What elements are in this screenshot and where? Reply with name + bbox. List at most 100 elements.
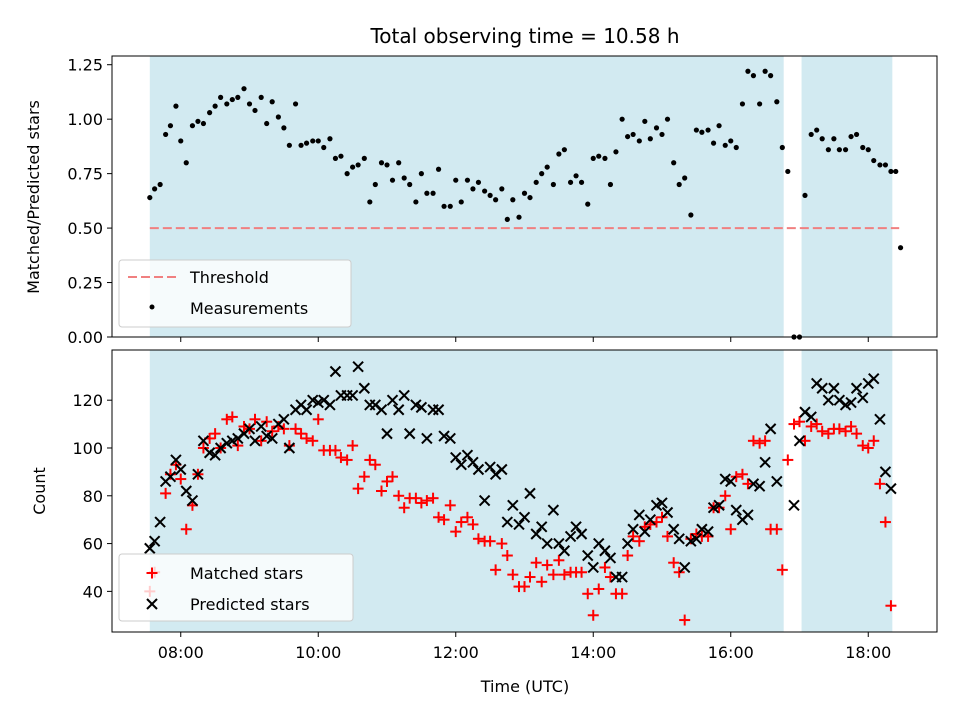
bottom-legend: Matched stars Predicted stars bbox=[118, 553, 354, 622]
measurement-point bbox=[774, 99, 780, 105]
measurement-point bbox=[768, 73, 774, 79]
predicted-star-point bbox=[329, 365, 342, 378]
matched-star-point bbox=[278, 423, 290, 435]
measurement-point bbox=[808, 131, 814, 138]
matched-star-point bbox=[558, 569, 570, 581]
predicted-star-point bbox=[633, 509, 646, 521]
predicted-stars-points bbox=[144, 361, 897, 583]
predicted-star-point bbox=[249, 435, 261, 447]
predicted-star-point bbox=[725, 475, 737, 488]
top-y-axis-label: Matched/Predicted stars bbox=[24, 100, 43, 294]
measurement-point bbox=[310, 138, 316, 144]
predicted-star-point bbox=[197, 435, 210, 447]
bottom-panel: 40 60 80 100 120 08:00 10:00 12:00 14:00 16:00 18… bbox=[30, 349, 938, 696]
measurement-point bbox=[384, 162, 390, 168]
predicted-star-point bbox=[461, 449, 474, 461]
matched-star-point bbox=[868, 435, 880, 447]
measurement-point bbox=[493, 197, 499, 203]
predicted-star-point bbox=[616, 571, 628, 583]
y-tick-label: 60 bbox=[83, 535, 103, 554]
measurement-point bbox=[585, 201, 591, 207]
predicted-star-point bbox=[484, 461, 496, 473]
predicted-star-point bbox=[753, 480, 766, 492]
matched-star-point bbox=[433, 511, 445, 523]
matched-star-point bbox=[341, 454, 353, 466]
predicted-star-point bbox=[154, 516, 166, 528]
matched-star-point bbox=[679, 614, 691, 626]
measurement-point bbox=[447, 203, 453, 209]
predicted-star-point bbox=[582, 549, 594, 562]
matched-star-point bbox=[410, 492, 422, 504]
legend-threshold-label: Threshold bbox=[189, 268, 269, 287]
y-tick-label: 40 bbox=[83, 582, 103, 601]
measurement-point bbox=[424, 190, 430, 196]
measurement-point bbox=[590, 155, 596, 161]
measurement-point bbox=[779, 144, 785, 151]
measurement-point bbox=[173, 103, 179, 109]
predicted-star-point bbox=[850, 382, 863, 394]
measurement-point bbox=[281, 125, 287, 131]
measurement-point bbox=[275, 114, 281, 120]
matched-star-point bbox=[472, 533, 484, 545]
matched-star-point bbox=[633, 535, 645, 547]
measurement-point bbox=[533, 179, 539, 185]
matched-star-point bbox=[851, 428, 863, 440]
matched-star-point bbox=[879, 516, 891, 528]
measurement-point bbox=[573, 173, 579, 179]
matched-star-point bbox=[771, 523, 783, 535]
measurement-point bbox=[602, 155, 608, 161]
measurement-point bbox=[355, 162, 361, 168]
measurement-point bbox=[814, 127, 820, 133]
measurement-point bbox=[178, 138, 184, 144]
matched-star-point bbox=[840, 425, 852, 437]
predicted-star-point bbox=[438, 430, 450, 442]
measurement-point bbox=[865, 147, 871, 153]
measurement-point bbox=[544, 164, 550, 170]
predicted-star-point bbox=[144, 542, 156, 555]
measurement-point bbox=[860, 144, 866, 151]
top-axes-frame bbox=[111, 55, 938, 338]
measurement-point bbox=[441, 203, 447, 209]
top-y-axis: 0.00 0.25 0.50 0.75 1.00 1.25 bbox=[67, 56, 112, 347]
matched-star-point bbox=[381, 475, 393, 487]
predicted-star-point bbox=[667, 523, 680, 535]
measurement-point bbox=[286, 142, 292, 148]
predicted-star-point bbox=[513, 518, 525, 531]
predicted-star-point bbox=[696, 523, 708, 535]
matched-star-point bbox=[519, 581, 530, 593]
predicted-star-point bbox=[575, 528, 588, 540]
predicted-star-point bbox=[209, 449, 221, 461]
matched-star-point bbox=[794, 416, 805, 428]
matched-star-point bbox=[376, 485, 387, 497]
y-tick-label: 0.00 bbox=[67, 328, 103, 347]
measurement-point bbox=[189, 123, 196, 129]
matched-star-point bbox=[335, 452, 347, 464]
predicted-star-point bbox=[702, 525, 714, 538]
predicted-star-point bbox=[501, 516, 514, 528]
y-tick-label: 0.75 bbox=[67, 165, 103, 184]
measurement-point bbox=[893, 168, 899, 175]
measurement-point bbox=[224, 101, 230, 107]
measurement-point bbox=[642, 118, 648, 124]
measurement-point bbox=[831, 136, 837, 142]
matched-star-point bbox=[725, 523, 737, 535]
measurement-point bbox=[521, 190, 528, 196]
measurement-point bbox=[482, 188, 488, 194]
predicted-star-point bbox=[805, 411, 817, 423]
matched-star-point bbox=[553, 554, 565, 566]
predicted-star-point bbox=[661, 506, 674, 519]
predicted-star-point bbox=[730, 504, 742, 516]
x-tick-label: 12:00 bbox=[433, 643, 479, 662]
predicted-star-point bbox=[496, 463, 508, 476]
matched-star-point bbox=[393, 490, 405, 502]
legend-plus-marker bbox=[146, 567, 158, 579]
measurement-point bbox=[722, 142, 728, 148]
matched-star-point bbox=[622, 550, 634, 562]
legend-predicted-swatch bbox=[146, 598, 158, 610]
measurement-point bbox=[212, 103, 218, 109]
predicted-star-point bbox=[524, 487, 536, 500]
measurement-point bbox=[802, 192, 808, 199]
measurement-point bbox=[344, 171, 350, 177]
predicted-star-point bbox=[535, 521, 548, 533]
